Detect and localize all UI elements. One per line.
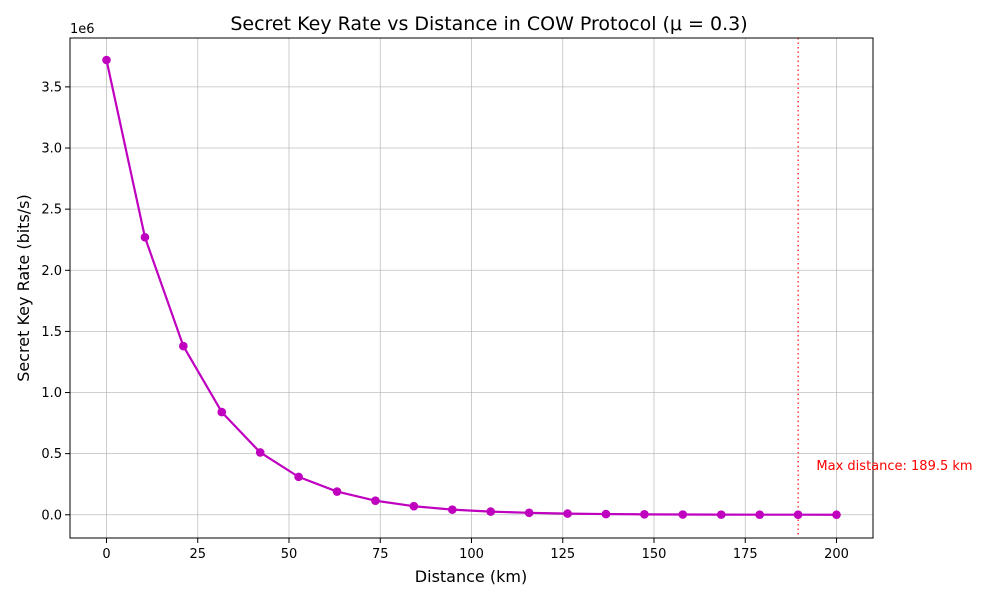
data-point (179, 341, 188, 351)
grid-lines (70, 38, 873, 538)
data-point (332, 487, 342, 496)
tick-layer: 0 25 50 75 100 125 150 175 200 0.0 0.5 1.0 1.5 2.0 2.5… (41, 80, 849, 562)
y-tick-label: 3.0 (41, 142, 62, 157)
data-point (448, 505, 457, 514)
data-point (255, 448, 265, 457)
x-tick-label: 150 (642, 547, 667, 562)
data-point (140, 232, 150, 242)
data-point (486, 507, 495, 516)
y-offset-label: 1e6 (70, 22, 95, 37)
data-point (640, 510, 649, 519)
y-tick-label: 0.5 (41, 447, 62, 462)
x-tick-label: 175 (733, 547, 758, 562)
y-tick-label: 2.0 (41, 264, 62, 279)
y-tick-label: 3.5 (41, 80, 62, 95)
x-tick-label: 0 (102, 547, 110, 562)
x-tick-label: 25 (189, 547, 206, 562)
x-tick-label: 75 (372, 547, 389, 562)
y-axis-label: Secret Key Rate (bits/s) (14, 194, 33, 382)
chart-title: Secret Key Rate vs Distance in COW Proto… (230, 13, 747, 35)
data-point (102, 55, 111, 65)
x-tick-label: 200 (824, 547, 849, 562)
x-tick-label: 50 (281, 547, 298, 562)
x-tick-label: 100 (459, 547, 484, 562)
data-point (409, 501, 419, 511)
y-tick-label: 1.0 (41, 386, 62, 401)
data-point (371, 496, 380, 506)
data-point (294, 472, 303, 482)
plot-frame (69, 37, 874, 539)
data-point (832, 510, 841, 520)
series-line (105, 59, 837, 516)
series-layer (102, 38, 841, 538)
y-tick-label: 2.5 (41, 203, 62, 218)
max-distance-annotation: Max distance: 189.5 km (816, 459, 972, 474)
data-point (524, 508, 534, 518)
data-point (678, 510, 688, 519)
data-point (601, 509, 611, 519)
y-tick-label: 1.5 (41, 325, 62, 340)
x-axis-label: Distance (km) (415, 567, 527, 586)
data-point (563, 509, 572, 518)
y-tick-label: 0.0 (41, 508, 62, 523)
x-tick-label: 125 (550, 547, 575, 562)
data-point (793, 510, 803, 520)
data-point (716, 510, 726, 519)
data-point (217, 407, 227, 417)
data-point (755, 510, 764, 519)
